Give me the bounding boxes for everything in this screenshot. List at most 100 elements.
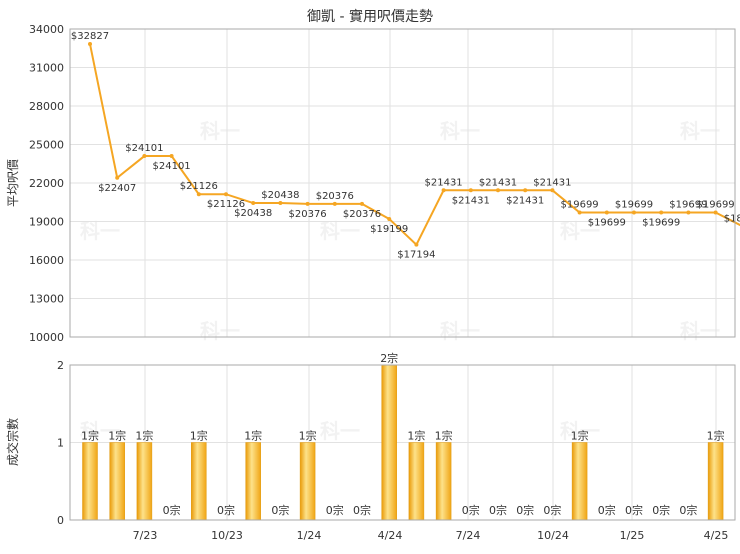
volume-data-label: 1宗 [108, 429, 126, 443]
volume-data-label: 0宗 [489, 503, 507, 517]
price-panel-frame [69, 28, 736, 338]
price-point [441, 188, 446, 193]
price-point [468, 188, 473, 193]
price-point [360, 201, 364, 206]
price-point [305, 201, 310, 206]
price-point [577, 210, 582, 215]
volume-axis-label: 成交宗數 [5, 418, 20, 466]
price-tick-label: 34000 [29, 23, 64, 36]
price-tick-label: 22000 [29, 177, 64, 190]
price-point [496, 188, 500, 193]
price-data-label: $24101 [153, 161, 191, 172]
x-tick-label: 7/23 [133, 529, 158, 542]
price-point [251, 201, 256, 206]
volume-bar [381, 364, 397, 521]
watermark: 科一 科一 科一 科一 科一 科一 科一 科一 科一 科一 科一 科一 [80, 119, 720, 443]
price-data-label: $32827 [71, 31, 109, 42]
price-data-label: $24101 [125, 143, 163, 154]
volume-data-label: 0宗 [516, 503, 534, 517]
price-data-label: $20438 [234, 208, 272, 219]
price-tick-label: 28000 [29, 100, 64, 113]
price-data-label: $19699 [615, 200, 653, 211]
price-point [414, 242, 419, 247]
volume-data-label: 0宗 [163, 503, 181, 517]
price-data-label: $21431 [479, 177, 517, 188]
price-point [713, 210, 718, 215]
svg-text:科一: 科一 [200, 319, 240, 343]
price-axis-label: 平均呎價 [6, 159, 20, 207]
volume-bar [299, 442, 316, 521]
volume-bar [136, 442, 153, 521]
x-tick-label: 4/24 [378, 529, 403, 542]
volume-data-label: 0宗 [543, 503, 561, 517]
volume-data-label: 0宗 [652, 503, 670, 517]
svg-text:科一: 科一 [320, 419, 360, 443]
labels-layer: $32827$22407$24101$24101$21126$21126$204… [71, 31, 740, 517]
svg-text:科一: 科一 [320, 219, 360, 243]
x-tick-label: 1/24 [297, 529, 322, 542]
price-point [142, 154, 147, 159]
price-point [332, 201, 337, 206]
grid-layer [70, 28, 735, 521]
volume-bar [245, 442, 261, 521]
volume-bar [408, 442, 425, 521]
volume-tick-label: 0 [57, 514, 64, 527]
price-point [686, 210, 691, 215]
price-tick-label: 19000 [29, 216, 64, 229]
volume-data-label: 1宗 [190, 429, 208, 443]
svg-text:科一: 科一 [560, 419, 600, 443]
price-data-label: $20438 [261, 190, 299, 201]
price-point [604, 210, 609, 215]
svg-text:科一: 科一 [440, 119, 480, 143]
price-point [550, 188, 555, 193]
svg-text:科一: 科一 [680, 119, 720, 143]
price-data-label: $19699 [697, 200, 735, 211]
volume-data-label: 1宗 [571, 429, 589, 443]
bars-layer [82, 364, 724, 521]
price-data-label: $21431 [452, 195, 490, 206]
price-data-label: $20376 [343, 209, 381, 220]
volume-bar [82, 442, 98, 521]
volume-data-label: 0宗 [271, 503, 289, 517]
price-data-label: $20376 [316, 191, 354, 202]
volume-data-label: 1宗 [81, 429, 99, 443]
price-point [196, 192, 201, 197]
svg-text:科一: 科一 [200, 119, 240, 143]
volume-data-label: 0宗 [462, 503, 480, 517]
volume-data-label: 1宗 [299, 429, 317, 443]
volume-data-label: 0宗 [353, 503, 371, 517]
volume-data-label: 1宗 [407, 429, 425, 443]
price-data-label: $21431 [425, 177, 463, 188]
price-point [169, 154, 174, 159]
volume-data-label: 0宗 [326, 503, 344, 517]
volume-data-label: 0宗 [598, 503, 616, 517]
volume-data-label: 0宗 [217, 503, 235, 517]
volume-data-label: 1宗 [244, 429, 262, 443]
x-tick-label: 7/24 [456, 529, 481, 542]
price-data-label: $19699 [642, 218, 680, 229]
volume-data-label: 1宗 [135, 429, 153, 443]
price-tick-label: 25000 [29, 139, 64, 152]
price-data-label: $19199 [370, 224, 408, 235]
volume-data-label: 1宗 [435, 429, 453, 443]
price-point [523, 188, 528, 193]
price-tick-label: 16000 [29, 254, 64, 267]
volume-bar [191, 442, 207, 521]
price-data-label: $19699 [561, 200, 599, 211]
price-data-label: $20376 [289, 209, 327, 220]
volume-bar [109, 442, 125, 521]
price-point [224, 192, 228, 197]
price-point [659, 210, 664, 215]
price-data-label: $19699 [588, 218, 626, 229]
volume-tick-label: 1 [57, 437, 64, 450]
volume-data-label: 1宗 [707, 429, 725, 443]
volume-bar [571, 442, 588, 521]
volume-panel-frame [69, 364, 736, 521]
price-data-label: $19699 [669, 200, 707, 211]
price-point [115, 175, 120, 180]
line-layer [88, 42, 740, 247]
price-data-label: $17194 [397, 250, 435, 261]
x-tick-label: 10/24 [537, 529, 569, 542]
axis-layer: 10000 13000 16000 19000 22000 25000 28000 31000… [29, 23, 736, 542]
